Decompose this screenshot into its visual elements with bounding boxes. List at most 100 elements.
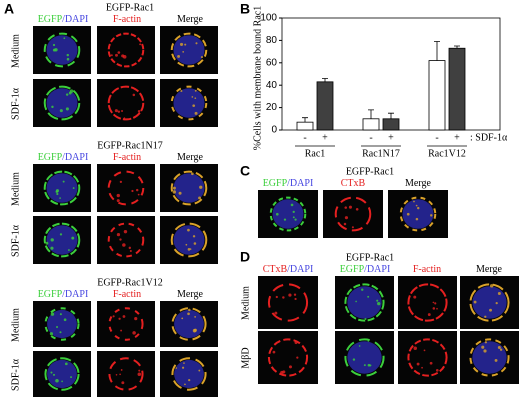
membrane	[108, 307, 144, 341]
speckle	[65, 93, 69, 96]
nucleus	[46, 173, 78, 203]
header-part: /DAPI	[62, 289, 88, 300]
speckle	[296, 356, 299, 359]
speckle	[187, 248, 191, 251]
speckle	[282, 370, 286, 374]
speckle	[275, 295, 278, 299]
membrane	[407, 338, 448, 377]
speckle	[192, 104, 196, 107]
speckle	[72, 187, 75, 189]
speckle	[55, 189, 60, 193]
speckle	[184, 43, 187, 46]
membrane	[43, 32, 81, 68]
speckle	[413, 295, 417, 299]
speckle	[71, 236, 75, 240]
speckle	[473, 300, 477, 304]
speckle	[199, 185, 203, 189]
header-part: /DAPI	[62, 14, 88, 25]
header-part: EGFP	[38, 14, 63, 25]
speckle	[367, 363, 371, 367]
speckle	[61, 380, 63, 383]
speckle	[132, 93, 136, 97]
speckle	[50, 371, 53, 374]
header-part: F-actin	[113, 14, 141, 25]
speckle	[119, 180, 123, 184]
row-label: Medium	[10, 34, 21, 68]
speckle	[50, 246, 54, 250]
speckle	[293, 293, 297, 296]
speckle	[112, 315, 115, 318]
speckle	[430, 214, 433, 217]
speckle	[415, 217, 419, 221]
membrane	[267, 338, 309, 377]
speckle	[110, 54, 113, 57]
speckle	[432, 301, 435, 304]
speckle	[423, 349, 426, 352]
membrane	[107, 32, 145, 68]
speckle	[52, 373, 56, 376]
error-bar	[388, 112, 394, 119]
speckle	[51, 105, 54, 109]
speckle	[351, 226, 354, 229]
speckle	[52, 43, 56, 47]
treatment-sign: +	[454, 132, 460, 143]
row-label: Medium	[10, 308, 21, 342]
speckle	[436, 307, 438, 310]
speckle	[427, 313, 431, 316]
speckle	[292, 210, 295, 213]
treatment-sign: -	[303, 132, 306, 143]
treatment-sign: -	[435, 132, 438, 143]
speckle	[499, 348, 503, 351]
panel-label: A	[4, 1, 14, 17]
speckle	[483, 349, 487, 353]
membrane	[344, 283, 385, 322]
speckle	[172, 190, 176, 194]
speckle	[68, 91, 72, 95]
nucleus	[47, 359, 77, 389]
speckle	[184, 383, 186, 386]
speckle	[416, 362, 420, 366]
membrane	[344, 338, 385, 377]
header-part: Merge	[476, 264, 502, 275]
speckle	[67, 249, 70, 252]
speckle	[415, 204, 418, 207]
speckle	[434, 302, 437, 305]
speckle	[274, 311, 278, 315]
column-header: F-actin	[113, 152, 141, 163]
membrane	[170, 170, 208, 206]
membrane	[170, 32, 208, 68]
error-bar	[454, 45, 460, 49]
panel-label: C	[240, 163, 250, 179]
speckle	[194, 316, 197, 318]
speckle	[344, 216, 349, 220]
column-header: EGFP/DAPI	[38, 152, 89, 163]
row-label: SDF-1α	[10, 87, 21, 120]
speckle	[175, 367, 178, 369]
membrane	[43, 170, 81, 206]
speckle	[200, 56, 204, 59]
speckle	[484, 341, 488, 344]
y-tick-label: 20	[266, 102, 278, 113]
speckle	[172, 186, 176, 190]
panel-label: D	[240, 249, 250, 265]
speckle	[292, 216, 295, 219]
column-header: Merge	[177, 14, 203, 25]
nucleus	[272, 199, 304, 229]
speckle	[132, 331, 136, 335]
bar	[382, 118, 400, 131]
nucleus	[173, 88, 205, 118]
speckle	[183, 362, 185, 364]
nucleus	[173, 173, 205, 203]
speckle	[364, 318, 367, 321]
speckle	[70, 376, 73, 379]
header-part: Merge	[177, 152, 203, 163]
speckle	[56, 192, 59, 196]
speckle	[282, 296, 285, 299]
speckle	[117, 110, 121, 113]
speckle	[275, 212, 279, 216]
speckle	[187, 228, 190, 232]
speckle	[198, 369, 201, 372]
speckle	[122, 315, 126, 318]
column-header: F-actin	[413, 264, 441, 275]
membrane	[469, 338, 510, 377]
